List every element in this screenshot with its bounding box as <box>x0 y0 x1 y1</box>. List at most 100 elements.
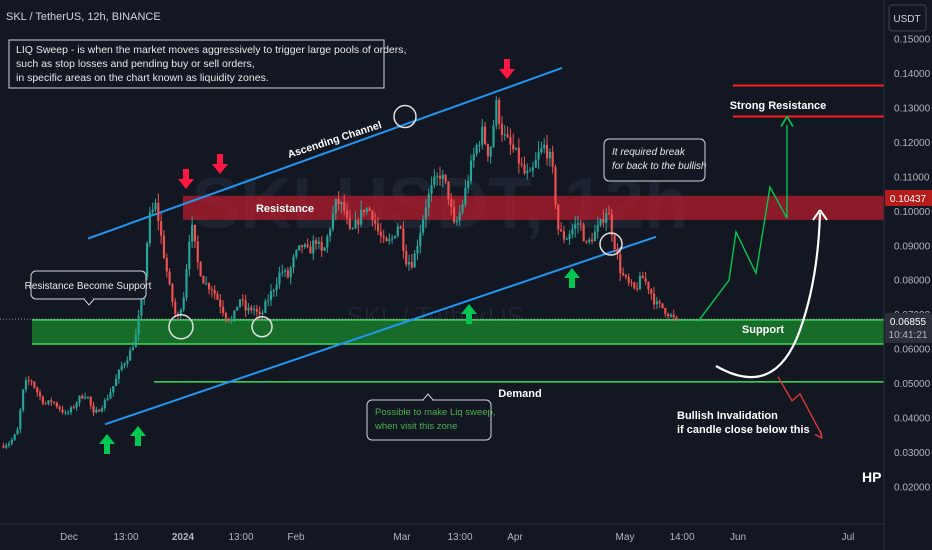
candle-body <box>503 134 506 136</box>
candle <box>520 157 523 168</box>
candle-body <box>58 406 61 410</box>
candle-body <box>213 289 216 294</box>
candle <box>320 235 323 257</box>
candle-body <box>140 298 143 316</box>
candle-body <box>453 206 456 222</box>
candle-body <box>458 212 461 221</box>
candle-body <box>498 99 501 124</box>
candle-body <box>343 202 346 211</box>
candle-body <box>483 126 487 144</box>
candle-body <box>605 213 608 223</box>
candle <box>272 288 275 298</box>
candle-body <box>157 202 160 222</box>
candle-body <box>247 307 250 311</box>
candle <box>495 96 498 130</box>
candle <box>329 227 332 242</box>
candle-body <box>278 272 281 285</box>
candle <box>69 405 73 416</box>
time-tick-label: Jun <box>730 532 746 543</box>
candle-body <box>419 232 422 247</box>
wick-circle-top <box>393 104 417 129</box>
break-note-line-2: for back to the bullish <box>612 161 707 172</box>
candle <box>10 437 13 446</box>
candle-body <box>16 429 19 435</box>
candle-body <box>345 210 349 218</box>
last-price-text: 0.06855 <box>890 317 927 328</box>
price-tick-label: 0.14000 <box>894 69 931 80</box>
candle-body <box>568 234 571 240</box>
candle <box>331 205 335 232</box>
candle-body <box>222 306 225 313</box>
time-axis[interactable]: Dec 13:00 2024 13:00 Feb Mar 13:00 Apr May 14:00 J… <box>0 523 884 543</box>
candle <box>323 246 326 252</box>
candle-body <box>72 407 75 409</box>
candle <box>348 210 351 231</box>
candle-body <box>543 144 546 149</box>
liq-sweep-note[interactable]: LIQ Sweep - is when the market moves agg… <box>8 39 406 89</box>
candle <box>343 194 346 215</box>
candle <box>306 238 309 249</box>
candle-body <box>250 307 253 311</box>
resistance-become-support-callout[interactable]: Resistance Become Support <box>25 270 152 306</box>
candle <box>16 427 19 435</box>
candle-body <box>5 445 8 448</box>
candle-body <box>92 405 95 413</box>
candle <box>489 145 492 164</box>
candle <box>588 237 591 245</box>
candle <box>303 242 306 249</box>
candle <box>202 275 205 284</box>
symbol-title: SKL / TetherUS, 12h, BINANCE <box>6 11 161 23</box>
candle <box>58 404 61 412</box>
candle <box>106 394 109 402</box>
break-note-callout[interactable]: It required break for back to the bullis… <box>603 138 707 182</box>
candle-body <box>115 378 118 387</box>
red-down-arrow-1 <box>178 169 194 189</box>
candle-body <box>667 313 670 317</box>
candle-body <box>416 246 419 254</box>
candle <box>393 235 396 239</box>
candle <box>655 296 658 310</box>
candle-body <box>461 204 464 213</box>
red-down-arrow-2 <box>212 154 228 174</box>
candle-body <box>272 290 275 292</box>
candle <box>92 401 95 416</box>
candle-body <box>174 301 177 314</box>
candle-body <box>154 202 157 210</box>
candle-body <box>622 273 625 276</box>
candle <box>38 389 42 401</box>
candle <box>368 206 371 212</box>
candle <box>391 234 394 244</box>
candle <box>371 209 374 227</box>
price-axis[interactable]: 0.15000 0.14000 0.13000 0.12000 0.11000 0.100… <box>883 0 931 550</box>
candle-body <box>329 229 332 237</box>
candle-body <box>495 99 498 126</box>
candle-body <box>436 175 439 177</box>
candle <box>503 125 506 141</box>
candle-body <box>284 270 287 272</box>
candle-body <box>61 409 64 413</box>
candle <box>47 400 50 406</box>
candle-body <box>264 301 267 313</box>
candle-body <box>407 262 411 265</box>
last-price-badge: 0.06855 10:41:21 <box>885 313 932 343</box>
candle <box>461 199 464 216</box>
candle-body <box>236 306 239 311</box>
candle <box>126 356 129 368</box>
liq-zone-callout[interactable]: Possible to make Liq sweep, when visit t… <box>366 393 495 441</box>
candle <box>216 290 219 301</box>
candle <box>481 118 484 150</box>
candle-body <box>467 181 470 188</box>
candle-body <box>202 276 205 284</box>
currency-button[interactable]: USDT <box>888 4 927 32</box>
candle <box>492 120 495 149</box>
candle-body <box>517 147 520 164</box>
candle <box>269 284 273 307</box>
candle-body <box>47 400 50 404</box>
candle-body <box>368 208 371 211</box>
candle-body <box>30 380 33 382</box>
candle-body <box>658 301 661 304</box>
candle <box>447 181 450 206</box>
candle <box>188 234 191 277</box>
candle-body <box>81 395 84 399</box>
candle <box>255 304 258 317</box>
